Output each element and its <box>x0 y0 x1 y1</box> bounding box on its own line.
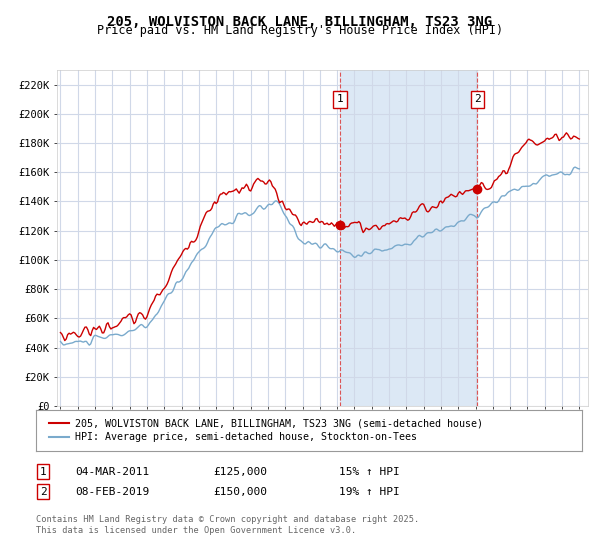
Text: 1: 1 <box>337 94 344 104</box>
Text: Contains HM Land Registry data © Crown copyright and database right 2025.
This d: Contains HM Land Registry data © Crown c… <box>36 515 419 535</box>
Text: 2: 2 <box>40 487 47 497</box>
Legend: 205, WOLVISTON BACK LANE, BILLINGHAM, TS23 3NG (semi-detached house), HPI: Avera: 205, WOLVISTON BACK LANE, BILLINGHAM, TS… <box>44 414 488 447</box>
Text: £125,000: £125,000 <box>213 466 267 477</box>
Text: 1: 1 <box>40 466 47 477</box>
Text: Price paid vs. HM Land Registry's House Price Index (HPI): Price paid vs. HM Land Registry's House … <box>97 24 503 37</box>
Text: 19% ↑ HPI: 19% ↑ HPI <box>339 487 400 497</box>
Text: 205, WOLVISTON BACK LANE, BILLINGHAM, TS23 3NG: 205, WOLVISTON BACK LANE, BILLINGHAM, TS… <box>107 15 493 29</box>
Text: 15% ↑ HPI: 15% ↑ HPI <box>339 466 400 477</box>
Text: 08-FEB-2019: 08-FEB-2019 <box>75 487 149 497</box>
Bar <box>340 70 478 406</box>
Text: 04-MAR-2011: 04-MAR-2011 <box>75 466 149 477</box>
Text: £150,000: £150,000 <box>213 487 267 497</box>
Text: 2: 2 <box>474 94 481 104</box>
